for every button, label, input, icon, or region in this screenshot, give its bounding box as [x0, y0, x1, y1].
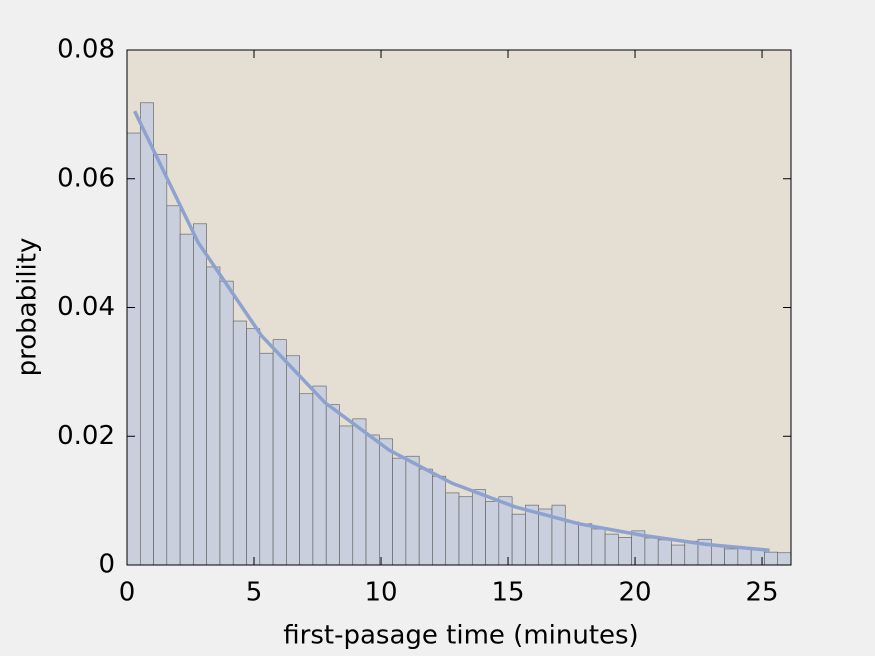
bar: [193, 223, 207, 566]
bar: [259, 352, 274, 566]
bar: [232, 320, 247, 566]
x-tick-label: 10: [364, 578, 397, 608]
bar: [591, 528, 606, 566]
bar: [299, 393, 314, 566]
x-tick-label: 15: [491, 578, 524, 608]
bar: [498, 496, 513, 566]
bar: [312, 385, 327, 566]
y-tick-label: 0.02: [57, 421, 115, 451]
bar: [551, 504, 566, 566]
x-tick-label: 25: [745, 578, 778, 608]
bar: [485, 500, 500, 566]
x-tick-label: 5: [246, 578, 263, 608]
bar: [365, 434, 380, 566]
bar: [405, 455, 420, 566]
bar: [445, 492, 460, 566]
bar: [604, 533, 619, 566]
bar: [219, 280, 234, 566]
fit-curve: [133, 110, 770, 552]
bar: [286, 355, 300, 566]
bar: [458, 496, 473, 566]
bar: [325, 404, 340, 566]
x-axis-label: first-pasage time (minutes): [283, 621, 638, 651]
bar: [139, 102, 154, 566]
bar: [392, 457, 407, 566]
bar: [153, 153, 168, 566]
bar: [671, 544, 686, 566]
bar: [272, 339, 287, 566]
x-tick-label: 20: [618, 578, 651, 608]
bar: [179, 233, 194, 566]
bar: [618, 537, 632, 566]
y-tick-label: 0.04: [57, 292, 115, 322]
bar: [724, 548, 739, 566]
bar: [777, 552, 792, 566]
bar: [432, 475, 447, 566]
bar: [644, 537, 659, 566]
bar: [684, 540, 699, 566]
bar: [764, 551, 779, 566]
y-tick-label: 0.06: [57, 163, 115, 193]
bar: [564, 521, 579, 566]
bar: [511, 513, 526, 566]
y-tick-label: 0.08: [57, 35, 115, 65]
bar: [471, 489, 486, 566]
bar: [126, 132, 141, 566]
bar: [246, 328, 261, 566]
y-tick-label: 0: [98, 550, 115, 580]
bar: [578, 523, 593, 566]
bar: [418, 468, 433, 566]
bar: [206, 266, 221, 566]
bar: [737, 547, 752, 566]
x-tick-label: 0: [119, 578, 136, 608]
bar: [339, 425, 354, 566]
bar: [379, 438, 393, 566]
bar: [352, 418, 367, 566]
bar: [711, 544, 725, 566]
y-axis-label: probability: [13, 238, 43, 377]
bar: [657, 539, 672, 566]
bar: [166, 205, 181, 566]
